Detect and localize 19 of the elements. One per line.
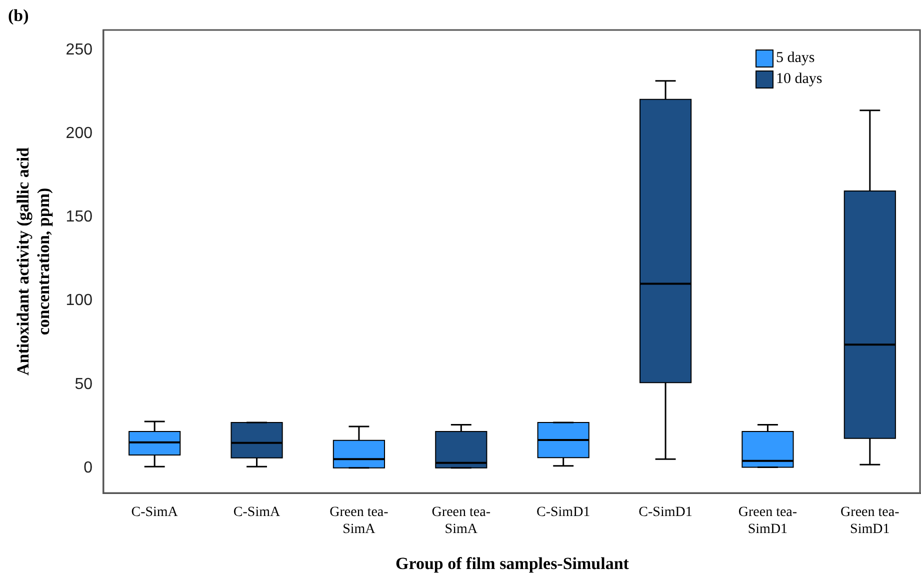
- text: (b): [8, 6, 29, 25]
- y-tick-label: 250: [66, 41, 93, 58]
- legend-label: 5 days: [776, 50, 815, 66]
- x-tick-label: C-SimD1: [536, 505, 590, 520]
- y-tick-label: 50: [74, 376, 93, 393]
- x-tick-label: C-SimA: [233, 505, 281, 520]
- x-tick-label: C-SimD1: [638, 505, 692, 520]
- x-tick-label: C-SimA: [131, 505, 179, 520]
- x-axis-title: Group of film samples-Simulant: [396, 554, 630, 574]
- y-tick-label: 100: [66, 292, 93, 310]
- x-tick-label: Green tea-SimA: [432, 505, 491, 537]
- y-axis-title: Antioxidant activity (gallic acid concentration, ppm): [14, 146, 53, 376]
- y-tick-label: 0: [84, 459, 93, 476]
- x-tick-label: Green tea-SimA: [330, 505, 389, 537]
- x-tick-label: Green tea-SimD1: [738, 505, 798, 537]
- x-tick-label: Green tea-SimD1: [840, 505, 900, 537]
- y-tick-label: 150: [66, 208, 93, 226]
- y-tick-label: 200: [66, 125, 93, 142]
- legend-label: 10 days: [776, 70, 822, 87]
